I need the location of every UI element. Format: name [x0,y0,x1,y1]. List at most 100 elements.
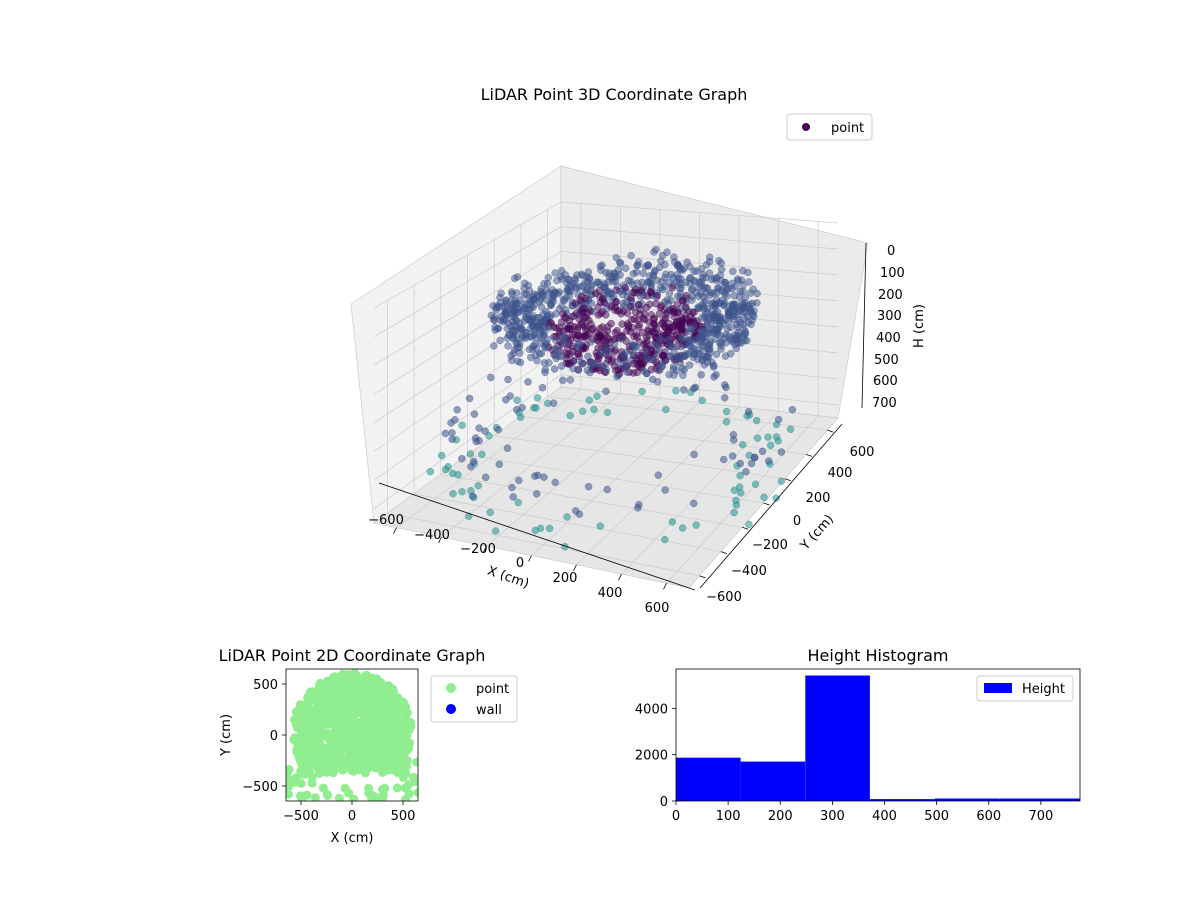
scatter-point [720,394,729,402]
scatter-point [394,706,404,716]
scatter-point [364,788,374,798]
scatter-point [705,269,714,277]
scatter-point [470,410,479,418]
scatter-point [478,450,486,459]
scatter-point [468,492,477,500]
y-tick-mark [784,478,791,482]
scatter-point [633,333,641,341]
scatter-point [491,323,499,331]
scatter-point [580,332,589,341]
scatter-point [350,680,360,690]
ticks-2d [282,683,404,805]
scatter-point [522,290,531,298]
x-tick-label: 400 [872,809,897,824]
grid-line [520,415,807,455]
scatter-point [574,366,583,374]
scatter-point [303,700,313,710]
scatter-point [551,478,559,487]
scatter-point [674,352,683,360]
x-tick-label: −600 [368,513,404,528]
scatter-point [340,783,350,793]
scatter-point [559,376,567,385]
y-tick-label: 200 [806,491,831,506]
scatter-point [639,269,648,278]
scatter-point [626,302,635,311]
scatter-point [441,429,450,438]
scatter-point [300,708,310,718]
x-tick-label: 300 [820,809,845,824]
scatter-point [547,301,555,309]
scatter-point [611,306,619,314]
scatter-point [523,329,531,337]
scatter-point [720,301,728,310]
grid-line [576,406,740,566]
scatter-point [437,451,446,460]
scatter-point [513,396,521,405]
scatter-point [693,267,701,275]
scatter-point [729,436,738,444]
chart-title-hist: Height Histogram [808,646,949,665]
scatter-point [692,521,700,529]
z-tick-label: 700 [872,396,897,411]
scatter-point [631,342,640,351]
scatter-point [744,407,753,416]
scatter-point [621,264,630,272]
y-axis-label-2d: Y (cm) [219,714,234,757]
scatter-point [712,274,721,282]
points-2d [286,669,418,801]
x-axis-line-3d [378,482,696,591]
scatter-point [464,512,473,521]
scatter-point [328,680,338,689]
scatter-point [632,268,641,276]
x-tick-mark [438,536,442,544]
scatter-point [318,783,328,793]
scatter-point [617,309,625,318]
scatter-point [728,452,737,460]
scatter-point [732,501,741,509]
scatter-point [772,494,780,502]
panel-3d: LiDAR Point 3D Coordinate Graph −600 −40… [350,85,927,616]
x-tick-label: 0 [516,556,524,571]
scatter-point [719,455,728,464]
scatter-point [532,490,541,498]
scatter-point [607,319,615,328]
z-tick-label: 200 [878,288,903,303]
z-tick-label: 0 [887,244,895,259]
scatter-point [551,269,559,277]
scatter-point [633,261,642,269]
scatter-point [751,480,760,489]
scatter-point [700,284,708,292]
scatter-point [647,279,655,288]
scatter-point [668,518,677,526]
scatter-point [454,471,462,479]
scatter-point [721,352,730,360]
scatter-point [297,794,307,801]
scatter-point [739,287,747,296]
y-tick-label: −200 [752,538,788,553]
scatter-point [490,342,498,350]
scatter-point [393,768,403,778]
scatter-point [325,700,335,709]
scatter-point [753,434,762,442]
scatter-point [611,277,620,285]
scatter-point [516,358,525,367]
scatter-point [786,425,795,434]
scatter-point [322,754,332,764]
scatter-point [365,694,375,704]
scatter-point [558,352,566,360]
scatter-point [667,270,675,279]
scatter-point [673,262,682,270]
scatter-point [730,508,738,517]
y-tick-labels-3d: −600 −400 −200 0 200 400 600 [706,445,874,605]
scatter-point [660,315,668,324]
scatter-point [310,793,320,801]
x-tick-label: 100 [716,809,741,824]
scatter-point [347,728,357,738]
scatter-point [503,334,511,342]
scatter-point [729,267,737,276]
scatter-point [324,744,334,754]
scatter-point [376,747,386,756]
scatter-point [447,419,455,427]
x-tick-label: 400 [598,586,623,601]
x-tick-mark [663,583,667,590]
